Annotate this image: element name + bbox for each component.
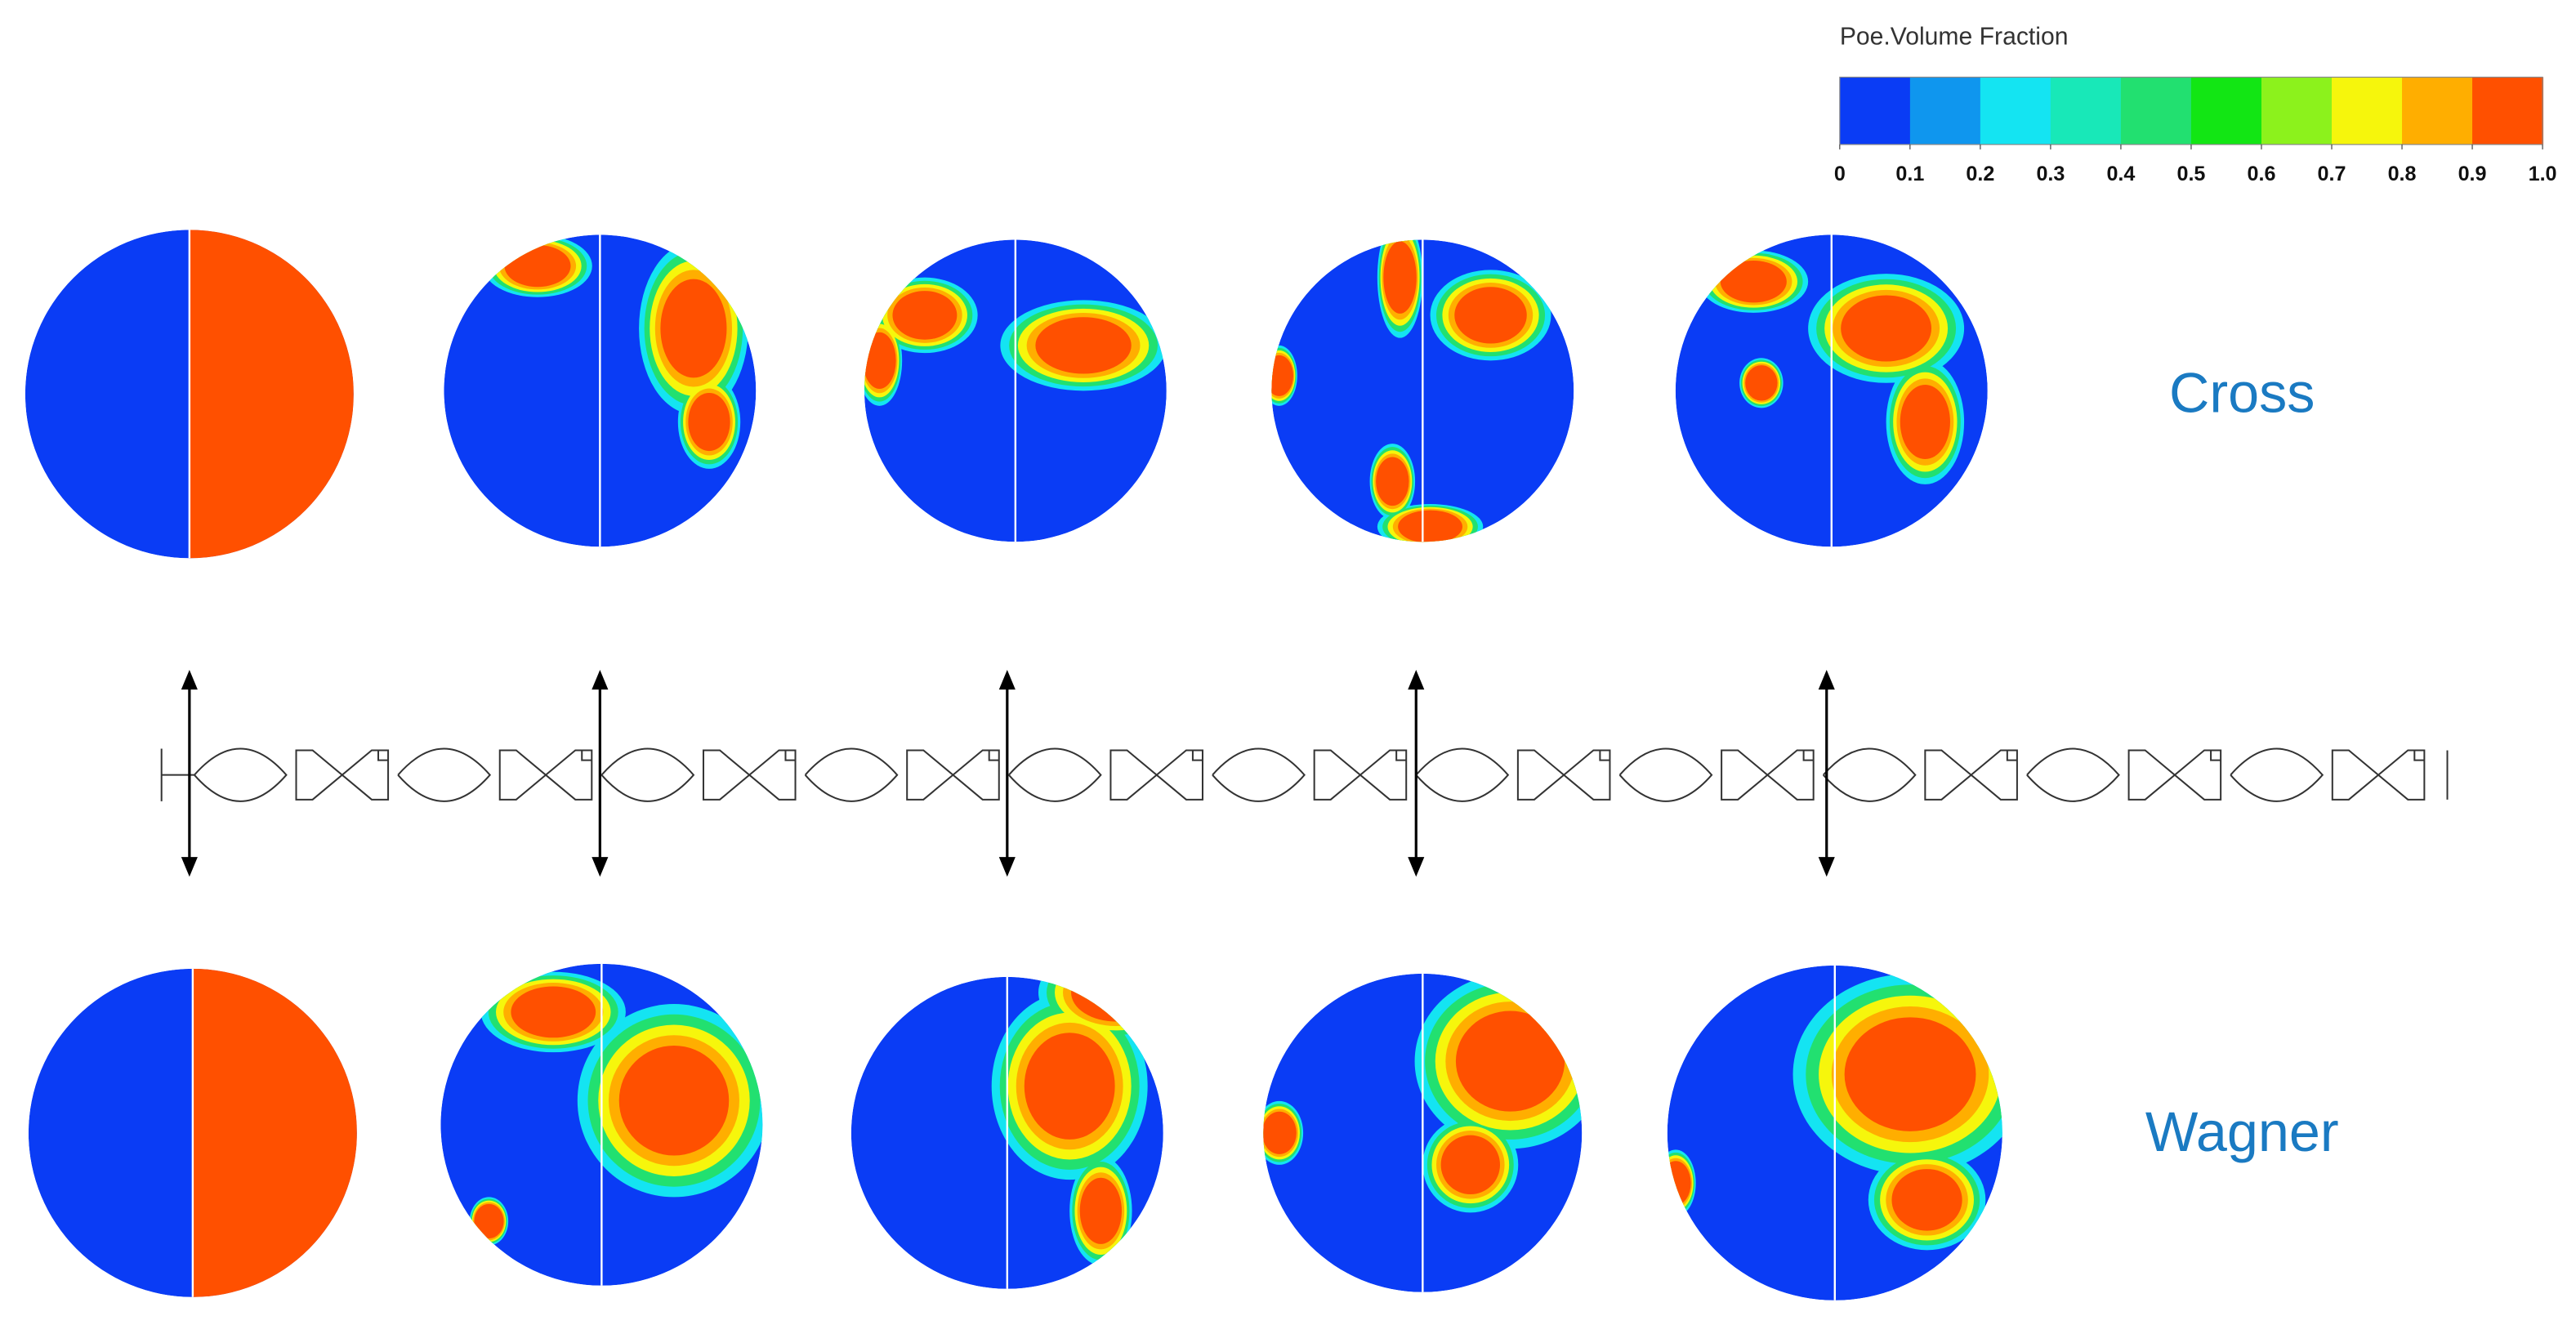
blob xyxy=(1024,1033,1115,1140)
contour-plot xyxy=(864,239,1167,542)
color-swatch xyxy=(2261,77,2333,145)
contour-plot xyxy=(440,963,763,1286)
conveying-element xyxy=(194,747,288,802)
tick-label: 1.0 xyxy=(2529,163,2557,185)
kneading-element xyxy=(2127,749,2222,801)
contour-plot xyxy=(25,230,354,559)
kneading-element xyxy=(906,749,1000,801)
blob xyxy=(1263,1111,1297,1154)
blob xyxy=(1900,385,1950,460)
blob xyxy=(892,291,958,340)
blob xyxy=(1745,365,1778,401)
tick-label: 0.5 xyxy=(2176,163,2205,185)
blob xyxy=(660,279,727,378)
blob xyxy=(618,1046,730,1156)
kneading-element xyxy=(2331,749,2426,801)
conveying-element xyxy=(1212,747,1306,802)
kneading-element xyxy=(1313,749,1408,801)
row-label: Wagner xyxy=(2145,1101,2339,1163)
colorbar: 0 0.1 0.2 0.3 0.4 0.5 0.6 0.7 0.8 0.9 1.0 xyxy=(1834,76,2557,185)
row-label: Cross xyxy=(2169,362,2315,424)
tick-label: 0.1 xyxy=(1895,163,1924,185)
blob xyxy=(1398,510,1463,542)
blob xyxy=(474,1203,504,1239)
blob xyxy=(511,986,596,1038)
conveying-element xyxy=(1822,747,1917,802)
half xyxy=(189,230,354,559)
color-swatch xyxy=(1980,77,2051,145)
blob xyxy=(1720,261,1787,303)
color-swatch xyxy=(2120,77,2192,145)
kneading-element xyxy=(1109,749,1203,801)
blob xyxy=(1035,317,1132,374)
tick-label: 0 xyxy=(1834,163,1846,185)
blob xyxy=(504,244,571,288)
kneading-element xyxy=(1516,749,1611,801)
blob xyxy=(1455,1010,1565,1112)
kneading-element xyxy=(1924,749,2018,801)
kneading-element xyxy=(498,749,593,801)
screw-diagram xyxy=(160,670,2449,877)
contour-plot xyxy=(850,976,1163,1289)
tick-label: 0.2 xyxy=(1966,163,1994,185)
blob xyxy=(1271,355,1293,396)
blob xyxy=(1841,295,1932,362)
blob xyxy=(1844,1017,1976,1131)
color-swatch xyxy=(1909,77,1981,145)
tick-label: 0.6 xyxy=(2248,163,2276,185)
color-swatch xyxy=(1839,77,1911,145)
tick-label: 0.9 xyxy=(2458,163,2487,185)
conveying-element xyxy=(600,747,695,802)
contour-plot xyxy=(444,234,757,547)
tick-label: 0.3 xyxy=(2036,163,2065,185)
blob xyxy=(1071,976,1162,1022)
conveying-element xyxy=(2230,747,2324,802)
conveying-element xyxy=(1618,747,1713,802)
conveying-element xyxy=(1008,747,1102,802)
color-swatch xyxy=(2332,77,2404,145)
tick-label: 0.8 xyxy=(2388,163,2417,185)
blob xyxy=(1440,1135,1501,1195)
contour-plot xyxy=(1675,234,1988,547)
contour-plot xyxy=(28,968,357,1297)
tick-label: 0.4 xyxy=(2106,163,2135,185)
kneading-element xyxy=(295,749,390,801)
contour-plot xyxy=(1263,973,1583,1292)
tick-label: 0.7 xyxy=(2318,163,2346,185)
color-swatch xyxy=(2190,77,2262,145)
blob xyxy=(1079,1177,1123,1244)
color-swatch xyxy=(2402,77,2474,145)
contour-plots xyxy=(25,230,2002,1300)
half xyxy=(192,968,357,1297)
blob xyxy=(1667,1161,1691,1206)
conveying-element xyxy=(397,747,492,802)
blob xyxy=(1376,457,1409,506)
conveying-element xyxy=(1415,747,1510,802)
color-swatch xyxy=(2050,77,2122,145)
conveying-element xyxy=(2026,747,2120,802)
blob xyxy=(688,392,730,452)
conveying-element xyxy=(804,747,899,802)
blob xyxy=(1383,241,1417,314)
contour-plot xyxy=(1271,239,1574,542)
kneading-element xyxy=(702,749,797,801)
contour-plot xyxy=(1667,965,2002,1300)
blob xyxy=(864,332,896,390)
legend-title: Poe.Volume Fraction xyxy=(1840,23,2069,50)
blob xyxy=(1063,976,1163,1026)
color-swatch xyxy=(2472,77,2544,145)
blob xyxy=(1891,1169,1962,1231)
blob xyxy=(1454,287,1527,344)
kneading-element xyxy=(1721,749,1815,801)
